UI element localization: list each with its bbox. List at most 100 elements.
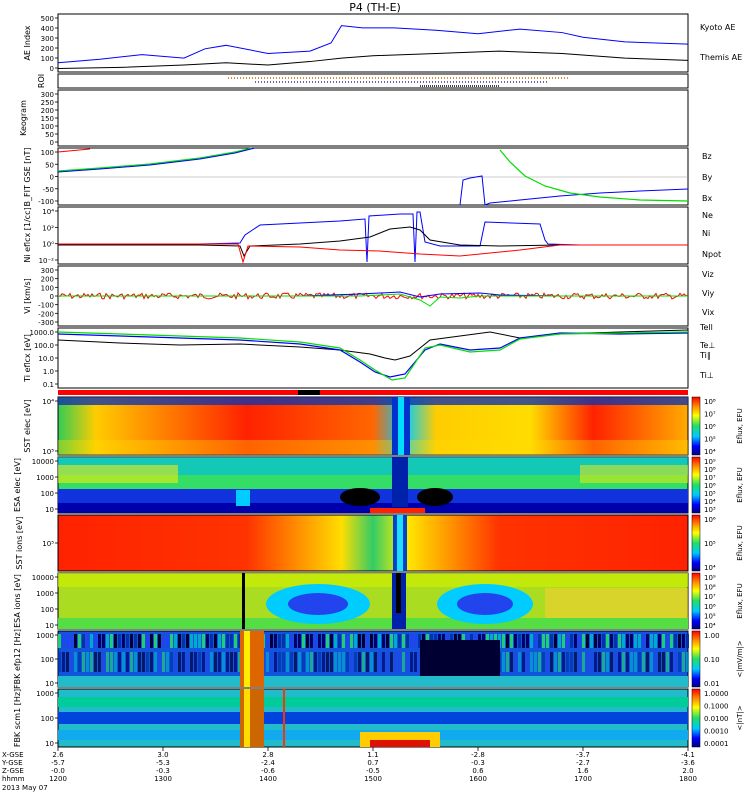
y-tick-label: 1000 <box>36 690 54 698</box>
fbk-e-burst-core <box>244 631 250 687</box>
fbk-e-stripe <box>390 652 393 672</box>
y-tick-label: 1000 <box>36 474 54 482</box>
fbk-e-stripe <box>354 634 357 648</box>
fbk-e-stripe <box>402 634 405 648</box>
y-tick-label: 100 <box>41 715 54 723</box>
sst-i-crossing-core <box>397 515 403 571</box>
y-tick-label: 1.0 <box>43 368 54 376</box>
y-tick-label: 0 <box>50 174 54 182</box>
colorbar-tick-label: 1.0000 <box>704 690 729 698</box>
by-line-late <box>499 149 689 202</box>
colorbar-tick-label: 10⁸ <box>704 466 716 474</box>
fbk-e-stripe <box>94 652 97 672</box>
fbk-e-stripe <box>686 652 689 672</box>
colorbar-tick-label: 10⁴ <box>704 448 716 456</box>
fbk-e-stripe <box>298 652 301 672</box>
fbk-e-stripe <box>558 652 561 672</box>
colorbar-tick-label: 10⁸ <box>704 398 716 406</box>
fbk-e-stripe <box>622 652 625 672</box>
y-tick-label: 10.0 <box>38 355 54 363</box>
tpar-line <box>57 331 689 381</box>
fbk-e-stripe <box>58 634 61 648</box>
fbk-e-stripe <box>210 652 213 672</box>
x-tick-label: 1500 <box>364 775 382 783</box>
fbk-e-stripe <box>682 634 685 648</box>
colorbar-tick-label: 0.0001 <box>704 740 729 748</box>
fbk-e-stripe <box>198 634 201 648</box>
esa-e-crossing <box>392 457 408 507</box>
row-label-x-gse: X-GSE <box>2 751 24 759</box>
esa-i-crossing-core <box>396 573 401 613</box>
sst-e-ticks: 10⁴ 10⁵ <box>42 398 58 456</box>
colorbar-tick-label: 10⁹ <box>704 574 716 582</box>
esa-i-ylabel: ESA ions [eV] <box>13 574 22 628</box>
fbk-e-stripe <box>378 652 381 672</box>
fbk-e-stripe <box>266 652 269 672</box>
fbk-e-stripe <box>282 634 285 648</box>
esa-i-ticks: 10000 1000 100 10 <box>32 574 58 630</box>
fbk-e-stripe <box>530 634 533 648</box>
x-tick-label: -0.3 <box>471 759 485 767</box>
legend-themis-ae: Themis AE <box>699 53 742 62</box>
fbk-e-stripe <box>410 652 413 672</box>
fbk-e-stripe <box>582 634 585 648</box>
legend-vix: Vix <box>702 308 715 317</box>
fbk-e-stripe <box>666 634 669 648</box>
fbk-e-stripe <box>222 652 225 672</box>
fbk-e-stripe <box>322 634 325 648</box>
fbk-e-stripe <box>170 652 173 672</box>
fbk-e-stripe <box>530 652 533 672</box>
fbk-e-stripe <box>526 634 529 648</box>
sst-e-crossing-core <box>398 397 404 455</box>
density-ticks: 10⁴ 10² 10⁰ 10⁻² <box>39 208 58 265</box>
fbk-e-stripe <box>110 634 113 648</box>
x-axis: X-GSE Y-GSE Z-GSE hhmm 2013 May 07 2.6-5… <box>1 747 697 792</box>
fbk-e-stripe <box>514 652 517 672</box>
bfield-panel: 100 50 0 -50 -100 B_FIT GSE [nT] Bz By Bx <box>23 147 712 206</box>
colorbar-tick-label: 10⁶ <box>704 516 716 524</box>
fbk-b-burst <box>240 689 264 747</box>
fbk-b-ylabel: FBK scm1 [Hz] <box>13 689 22 747</box>
esa-e-bottom-red <box>370 508 425 513</box>
fbk-e-stripe <box>134 652 137 672</box>
fbk-e-stripe <box>118 652 121 672</box>
fbk-e-stripe <box>278 652 281 672</box>
density-ylabel: Ni eflcx [1/cc] <box>23 207 32 262</box>
fbk-e-stripe <box>366 652 369 672</box>
fbk-e-stripe <box>174 634 177 648</box>
fbk-e-stripe <box>198 652 201 672</box>
fbk-e-stripe <box>638 652 641 672</box>
npot-line <box>57 211 688 263</box>
fbk-e-stripe <box>582 652 585 672</box>
fbk-e-stripe <box>270 652 273 672</box>
fbk-e-stripe <box>306 634 309 648</box>
fbk-e-stripe <box>154 652 157 672</box>
fbk-e-stripe <box>194 652 197 672</box>
fbk-e-stripe <box>286 652 289 672</box>
fbk-e-stripe <box>170 634 173 648</box>
fbk-e-stripe <box>626 652 629 672</box>
legend-bx: Bx <box>702 194 712 203</box>
legend-viy: Viy <box>702 289 715 298</box>
sst-i-spectrum <box>57 514 689 572</box>
y-tick-label: 1000.0 <box>30 329 55 337</box>
fbk-e-stripe <box>118 634 121 648</box>
fbk-e-stripe <box>630 634 633 648</box>
fbk-e-stripe <box>550 634 553 648</box>
fbk-e-stripe <box>418 634 421 648</box>
fbk-e-stripe <box>102 634 105 648</box>
fbk-e-stripe <box>334 634 337 648</box>
colorbar-tick-label: 10⁴ <box>704 622 716 630</box>
esa-e-ticks: 10000 1000 100 10 <box>32 458 58 514</box>
y-tick-label: -200 <box>38 310 54 318</box>
row-label-z-gse: Z-GSE <box>2 767 24 775</box>
fbk-e-stripe <box>662 652 665 672</box>
fbk-e-stripe <box>190 634 193 648</box>
fbk-e-stripe <box>78 634 81 648</box>
fbk-e-stripe <box>590 634 593 648</box>
fbk-e-stripe <box>230 634 233 648</box>
fbk-b-red-line <box>283 689 285 747</box>
colorbar-tick-label: 0.1000 <box>704 703 729 711</box>
